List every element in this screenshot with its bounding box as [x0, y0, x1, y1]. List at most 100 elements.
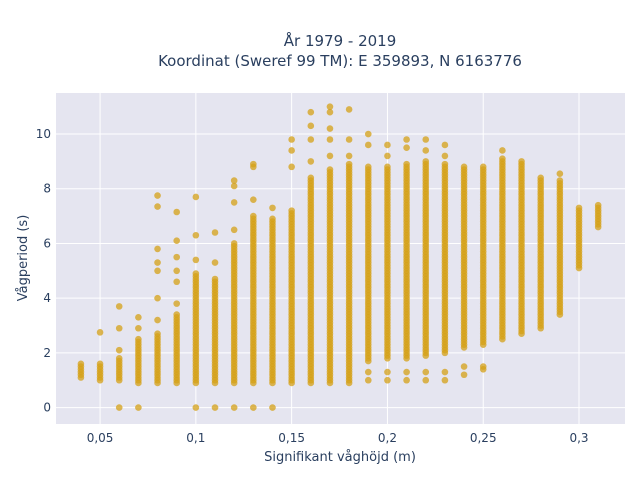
scatter-point — [307, 122, 315, 130]
scatter-point — [326, 152, 334, 160]
scatter-point — [403, 136, 410, 143]
scatter-point — [211, 404, 219, 411]
scatter-point — [460, 363, 468, 370]
scatter-point — [307, 108, 315, 116]
scatter-point — [326, 125, 334, 132]
scatter-point — [422, 158, 430, 165]
scatter-point — [192, 256, 200, 264]
x-tick-label: 0,05 — [87, 431, 114, 445]
scatter-point — [422, 147, 430, 154]
scatter-point — [384, 368, 391, 376]
scatter-point — [96, 360, 104, 368]
scatter-point — [364, 368, 372, 376]
scatter-point — [288, 136, 295, 143]
x-axis-title: Signifikant våghöjd (m) — [264, 450, 416, 465]
scatter-point — [230, 240, 238, 247]
scatter-point — [422, 376, 430, 384]
scatter-point — [403, 160, 410, 168]
y-tick-label: 10 — [36, 127, 51, 141]
scatter-point — [537, 174, 545, 182]
scatter-point — [326, 136, 334, 143]
y-tick-label: 8 — [43, 182, 51, 196]
scatter-point — [326, 108, 334, 116]
scatter-point — [384, 152, 391, 160]
scatter-point — [135, 404, 142, 411]
scatter-point — [269, 404, 276, 411]
scatter-point — [269, 215, 276, 223]
scatter-point — [230, 199, 238, 206]
scatter-point — [479, 163, 487, 171]
scatter-point — [307, 136, 315, 143]
scatter-point — [364, 163, 372, 171]
scatter-point — [441, 376, 449, 384]
plot-background — [56, 93, 625, 424]
scatter-point — [250, 196, 257, 203]
scatter-point — [230, 182, 238, 190]
scatter-point — [364, 141, 372, 149]
scatter-point — [154, 267, 161, 275]
scatter-point — [96, 329, 104, 336]
scatter-point — [115, 346, 123, 354]
y-axis-title: Vågperiod (s) — [16, 215, 31, 302]
scatter-point — [192, 231, 200, 239]
scatter-point — [364, 130, 372, 138]
scatter-point — [173, 208, 180, 216]
scatter-point — [384, 163, 391, 171]
scatter-point — [154, 330, 161, 338]
y-tick-label: 4 — [43, 291, 51, 305]
scatter-point — [326, 166, 334, 173]
scatter-point — [441, 368, 449, 376]
scatter-point — [518, 158, 525, 165]
scatter-point — [250, 404, 257, 411]
scatter-point — [460, 371, 468, 379]
scatter-point — [499, 155, 506, 162]
scatter-point — [422, 368, 430, 376]
scatter-point — [288, 163, 295, 171]
scatter-point — [230, 226, 238, 234]
scatter-point — [154, 192, 161, 199]
scatter-point — [173, 237, 180, 245]
scatter-point — [211, 259, 219, 266]
x-tick-label: 0,2 — [378, 431, 397, 445]
scatter-point — [345, 160, 353, 168]
scatter-point — [307, 158, 315, 165]
scatter-point — [269, 204, 276, 212]
chart-title: År 1979 - 2019 Koordinat (Sweref 99 TM):… — [158, 31, 522, 70]
scatter-point — [288, 207, 295, 214]
scatter-point — [326, 103, 334, 110]
scatter-point — [250, 160, 257, 168]
scatter-point — [384, 376, 391, 384]
x-tick-label: 0,15 — [278, 431, 305, 445]
scatter-point — [403, 376, 410, 384]
scatter-point — [250, 212, 257, 220]
scatter-point — [345, 136, 353, 143]
scatter-point — [556, 177, 564, 184]
scatter-point — [115, 324, 123, 332]
scatter-point — [364, 376, 372, 384]
scatter-point — [135, 335, 142, 343]
scatter-point — [192, 193, 200, 201]
scatter-point — [345, 152, 353, 160]
x-tick-label: 0,25 — [470, 431, 497, 445]
scatter-point — [307, 174, 315, 182]
scatter-point — [441, 160, 449, 168]
y-tick-label: 6 — [43, 236, 51, 250]
scatter-point — [479, 363, 487, 370]
scatter-point — [173, 253, 180, 261]
scatter-point — [384, 141, 391, 149]
scatter-point — [154, 294, 161, 302]
scatter-point — [288, 147, 295, 154]
scatter-point — [135, 314, 142, 321]
y-tick-label: 0 — [43, 401, 51, 415]
scatter-point — [115, 404, 123, 411]
scatter-point — [403, 144, 410, 152]
scatter-point — [154, 259, 161, 266]
scatter-point — [154, 203, 161, 210]
scatter-point — [230, 177, 238, 184]
title-line-2: Koordinat (Sweref 99 TM): E 359893, N 61… — [158, 52, 522, 70]
y-tick-label: 2 — [43, 346, 51, 360]
tick-labels: 0,05 0,1 0,15 0,2 0,25 0,3 0 2 4 6 8 10 — [36, 127, 589, 445]
scatter-point — [154, 245, 161, 253]
scatter-point — [575, 204, 583, 212]
scatter-point — [403, 368, 410, 376]
